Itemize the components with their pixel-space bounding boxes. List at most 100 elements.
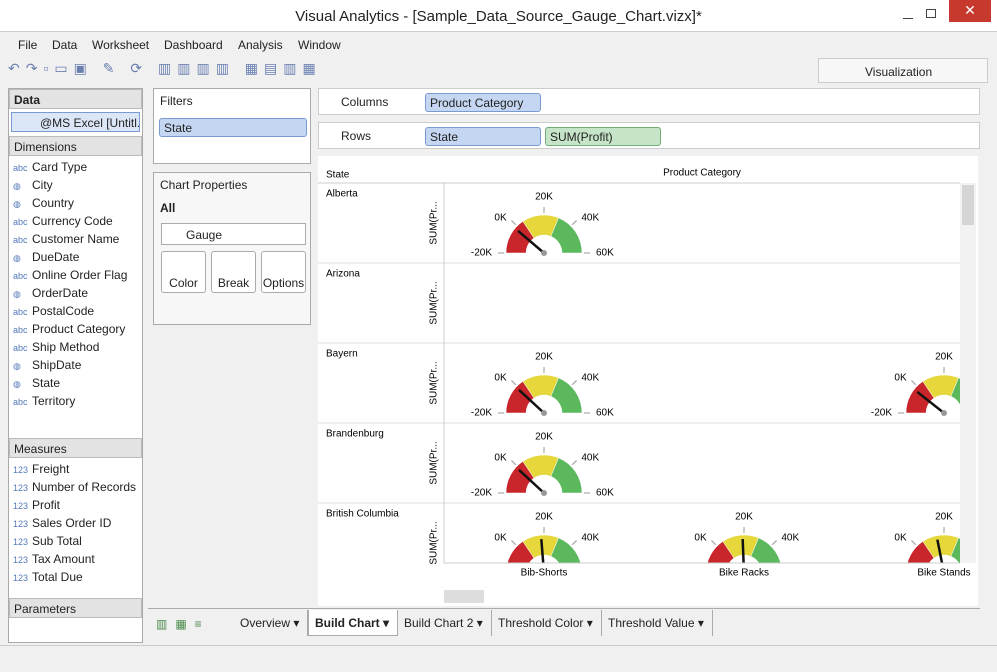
data-source[interactable]: @MS Excel [Untitl... bbox=[11, 112, 140, 132]
gauge-tick-label: -20K bbox=[471, 408, 492, 419]
scrollbar[interactable] bbox=[960, 183, 976, 563]
break-button[interactable]: Break bbox=[211, 251, 256, 293]
field-item[interactable]: 123 Sub Total bbox=[13, 534, 82, 552]
gauge-band bbox=[550, 457, 583, 494]
sheet-tab[interactable]: Overview ▾ bbox=[234, 610, 309, 636]
menu-bar: File Data Worksheet Dashboard Analysis Window bbox=[0, 36, 997, 56]
gauge-band bbox=[550, 217, 583, 254]
field-item[interactable]: ◍ OrderDate bbox=[13, 286, 88, 304]
visualization-tab[interactable]: Visualization bbox=[818, 58, 988, 83]
field-item[interactable]: abc Customer Name bbox=[13, 232, 119, 250]
dimension-list: abc Card Type ◍ City ◍ Country abc Currency Cod… bbox=[9, 158, 142, 436]
menu-item[interactable]: File bbox=[18, 38, 38, 52]
gauge-tick-label: 60K bbox=[596, 408, 614, 419]
menu-item[interactable]: Dashboard bbox=[164, 38, 223, 52]
field-item[interactable]: 123 Total Due bbox=[13, 570, 83, 588]
sheet-tab[interactable]: Build Chart ▾ bbox=[308, 610, 399, 636]
gauge-tick-label: 0K bbox=[494, 212, 507, 223]
field-icon: abc bbox=[13, 271, 28, 281]
scope: All bbox=[160, 201, 176, 215]
gauge-hub bbox=[541, 490, 547, 496]
field-icon: ◍ bbox=[13, 379, 21, 389]
field-item[interactable]: 123 Profit bbox=[13, 498, 60, 516]
field-item[interactable]: 123 Freight bbox=[13, 462, 69, 480]
field-item[interactable]: abc Product Category bbox=[13, 322, 125, 340]
gauge-tick bbox=[911, 540, 917, 546]
field-item[interactable]: abc Ship Method bbox=[13, 340, 99, 358]
field-name: Sales Order ID bbox=[32, 516, 112, 530]
menu-item[interactable]: Worksheet bbox=[92, 38, 150, 52]
field-name: OrderDate bbox=[32, 286, 89, 300]
menu-item[interactable]: Analysis bbox=[238, 38, 283, 52]
field-item[interactable]: 123 Number of Records bbox=[13, 480, 136, 498]
filter-pill[interactable]: State bbox=[159, 118, 307, 137]
field-item[interactable]: ◍ State bbox=[13, 376, 60, 394]
gauge-needle bbox=[540, 539, 545, 563]
gauge-tick-label: 0K bbox=[894, 532, 907, 543]
h-scroll-thumb[interactable] bbox=[444, 590, 484, 603]
shelf-pill[interactable]: SUM(Profit) bbox=[545, 127, 661, 146]
gauge-tick-label: 20K bbox=[535, 512, 553, 523]
field-item[interactable]: ◍ DueDate bbox=[13, 250, 79, 268]
field-item[interactable]: ◍ Country bbox=[13, 196, 74, 214]
maximize[interactable] bbox=[926, 9, 936, 18]
field-item[interactable]: 123 Sales Order ID bbox=[13, 516, 111, 534]
gauge-needle bbox=[518, 469, 545, 494]
sheet-tab[interactable]: Threshold Color ▾ bbox=[492, 610, 602, 636]
chart: State Product Category -20K 0K 20K 40K 60K -2… bbox=[318, 156, 978, 606]
gauge-band bbox=[750, 537, 781, 563]
gauge-band bbox=[950, 377, 960, 406]
field-icon: ◍ bbox=[13, 289, 21, 299]
sheet-tab[interactable]: Build Chart 2 ▾ bbox=[398, 610, 492, 636]
gauge-tick-label: 0K bbox=[894, 372, 907, 383]
shelf-pill[interactable]: Product Category bbox=[425, 93, 541, 112]
columns-shelf: Columns Product Category bbox=[318, 88, 980, 115]
gauge-tick-label: -20K bbox=[471, 488, 492, 499]
field-item[interactable]: 123 Tax Amount bbox=[13, 552, 95, 570]
field-item[interactable]: abc Territory bbox=[13, 394, 75, 412]
minimize[interactable] bbox=[903, 9, 913, 19]
gauge-tick bbox=[511, 380, 517, 386]
field-icon: 123 bbox=[13, 573, 29, 583]
gauge-tick-label: 20K bbox=[735, 512, 753, 523]
gauge-tick-label: 20K bbox=[535, 192, 553, 203]
shelf-pill[interactable]: State bbox=[425, 127, 541, 146]
gauge-band bbox=[550, 377, 583, 414]
field-icon: 123 bbox=[13, 555, 29, 565]
color-button[interactable]: Color bbox=[161, 251, 206, 293]
gauge-tick bbox=[571, 540, 577, 546]
gauge-tick bbox=[771, 540, 777, 546]
field-name: Freight bbox=[32, 462, 70, 476]
gauge-tick bbox=[511, 460, 517, 466]
field-icon: abc bbox=[13, 397, 28, 407]
row-label: British Columbia bbox=[326, 509, 399, 520]
field-name: Product Category bbox=[32, 322, 126, 336]
field-item[interactable]: abc PostalCode bbox=[13, 304, 94, 322]
gauge-hub bbox=[541, 250, 547, 256]
field-item[interactable]: abc Card Type bbox=[13, 160, 87, 178]
options-button[interactable]: Options bbox=[261, 251, 306, 293]
field-item[interactable]: ◍ ShipDate bbox=[13, 358, 81, 376]
field-item[interactable]: abc Online Order Flag bbox=[13, 268, 127, 286]
field-name: Card Type bbox=[32, 160, 88, 174]
close[interactable]: ✕ bbox=[949, 0, 991, 22]
panel-header: Data bbox=[9, 89, 142, 109]
field-icon: 123 bbox=[13, 483, 29, 493]
field-item[interactable]: ◍ City bbox=[13, 178, 53, 196]
sheet-tab[interactable]: Threshold Value ▾ bbox=[602, 610, 713, 636]
chart-type-select[interactable]: Gauge bbox=[161, 223, 306, 245]
field-icon: ◍ bbox=[13, 361, 21, 371]
measure-list: 123 Freight 123 Number of Records 123 Profit 1… bbox=[9, 460, 142, 595]
gauge-tick-label: 0K bbox=[494, 532, 507, 543]
field-name: Profit bbox=[32, 498, 61, 512]
scroll-thumb[interactable] bbox=[962, 185, 974, 225]
menu-item[interactable]: Data bbox=[52, 38, 78, 52]
shelf-label: Columns bbox=[341, 95, 389, 109]
axis-label: SUM(Pr... bbox=[429, 441, 440, 484]
field-icon: ◍ bbox=[13, 253, 21, 263]
gauge-tick-label: 40K bbox=[581, 532, 599, 543]
row-label: Bayern bbox=[326, 349, 358, 360]
menu-item[interactable]: Window bbox=[298, 38, 341, 52]
field-item[interactable]: abc Currency Code bbox=[13, 214, 113, 232]
field-icon: 123 bbox=[13, 501, 29, 511]
